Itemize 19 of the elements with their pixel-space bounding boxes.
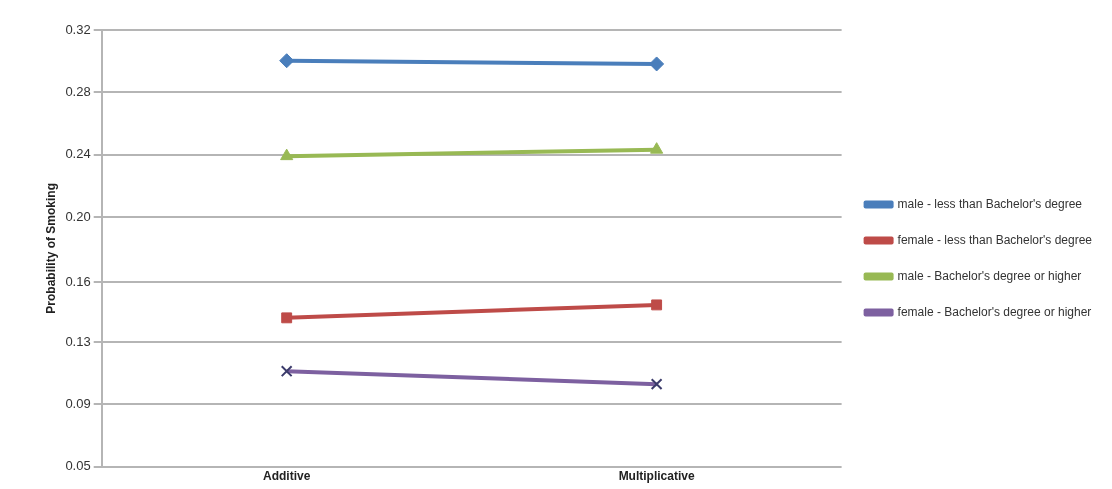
legend-label: male - Bachelor's degree or higher — [897, 268, 1082, 283]
legend-label: female - Bachelor's degree or higher — [897, 304, 1092, 319]
y-tick-label: 0.16 — [65, 273, 91, 289]
point — [649, 56, 665, 72]
y-tick-label: 0.28 — [65, 84, 91, 99]
y-tick-label: 0.13 — [65, 333, 91, 349]
y-tick-label: 0.32 — [65, 21, 91, 37]
y-tick-label: 0.20 — [65, 208, 91, 224]
y-tick-label: 0.05 — [65, 458, 91, 474]
x-tick-label: Additive — [263, 469, 311, 484]
point — [651, 299, 663, 311]
legend-label: male - less than Bachelor's degree — [897, 196, 1083, 211]
point — [279, 53, 295, 69]
legend-label: female - less than Bachelor's degree — [897, 232, 1093, 247]
y-tick-label: 0.24 — [65, 146, 91, 162]
y-tick-label: 0.09 — [65, 395, 91, 411]
y-axis-title: Probability of Smoking — [43, 182, 58, 314]
x-tick-label: Multiplicative — [618, 469, 695, 484]
point — [281, 312, 293, 324]
